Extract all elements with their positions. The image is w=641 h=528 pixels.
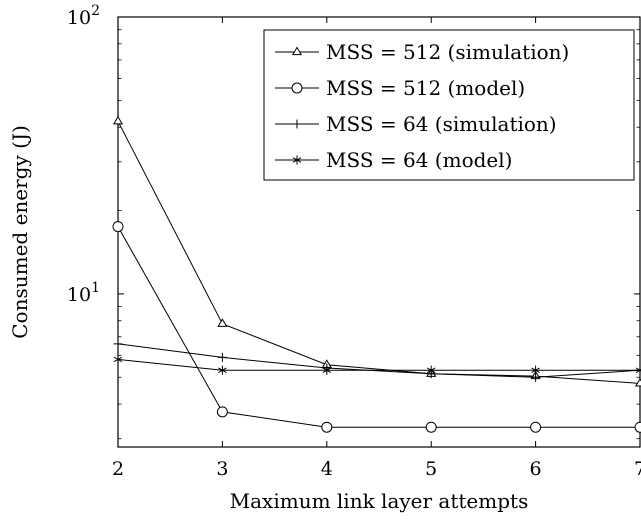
data-point-triangle bbox=[634, 377, 641, 387]
legend-label: MSS = 512 (simulation) bbox=[326, 40, 569, 64]
data-point-circle bbox=[634, 421, 641, 433]
x-tick-label: 4 bbox=[321, 458, 333, 480]
data-point-asterisk bbox=[218, 365, 227, 375]
series-line bbox=[117, 226, 640, 428]
data-point-plus bbox=[113, 339, 123, 349]
series-line bbox=[117, 358, 640, 371]
legend-marker-circle bbox=[291, 82, 303, 94]
x-tick-label: 2 bbox=[112, 458, 124, 480]
series-line bbox=[117, 121, 641, 384]
data-point-asterisk bbox=[426, 365, 436, 375]
data-point-circle bbox=[216, 406, 228, 418]
series-3 bbox=[113, 339, 641, 382]
legend: MSS = 512 (simulation) MSS = 512 (model) M… bbox=[263, 29, 635, 181]
y-tick-label: 102 bbox=[67, 3, 100, 29]
data-point-asterisk bbox=[635, 365, 641, 375]
data-point-asterisk bbox=[322, 365, 332, 375]
series-layer bbox=[112, 115, 641, 433]
series-4 bbox=[113, 354, 641, 375]
data-point-circle bbox=[321, 421, 333, 433]
legend-marker-asterisk bbox=[292, 155, 302, 165]
data-point-asterisk bbox=[531, 365, 540, 375]
data-point-triangle bbox=[112, 115, 124, 125]
x-axis-title: Maximum link layer attempts bbox=[230, 489, 529, 513]
data-point-circle bbox=[112, 221, 124, 233]
series-2 bbox=[112, 221, 641, 433]
data-point-circle bbox=[425, 421, 437, 433]
legend-label: MSS = 512 (model) bbox=[326, 76, 525, 100]
axis-ticks: 2 3 4 5 6 7 101 102 bbox=[67, 3, 641, 480]
legend-box bbox=[263, 29, 635, 181]
y-axis-title: Consumed energy (J) bbox=[8, 125, 32, 339]
x-tick-label: 7 bbox=[634, 458, 641, 480]
legend-marker-plus bbox=[292, 119, 302, 129]
x-tick-label: 3 bbox=[216, 458, 228, 480]
legend-label: MSS = 64 (simulation) bbox=[326, 112, 557, 136]
series-line bbox=[117, 343, 641, 378]
data-point-triangle bbox=[217, 318, 228, 327]
data-point-plus bbox=[217, 352, 227, 362]
x-tick-label: 6 bbox=[530, 458, 542, 480]
data-point-asterisk bbox=[113, 354, 123, 365]
legend-marker-triangle bbox=[291, 46, 303, 56]
data-point-circle bbox=[530, 421, 542, 433]
legend-label: MSS = 64 (model) bbox=[326, 148, 512, 172]
y-tick-label: 101 bbox=[67, 280, 100, 306]
x-tick-label: 5 bbox=[425, 458, 437, 480]
